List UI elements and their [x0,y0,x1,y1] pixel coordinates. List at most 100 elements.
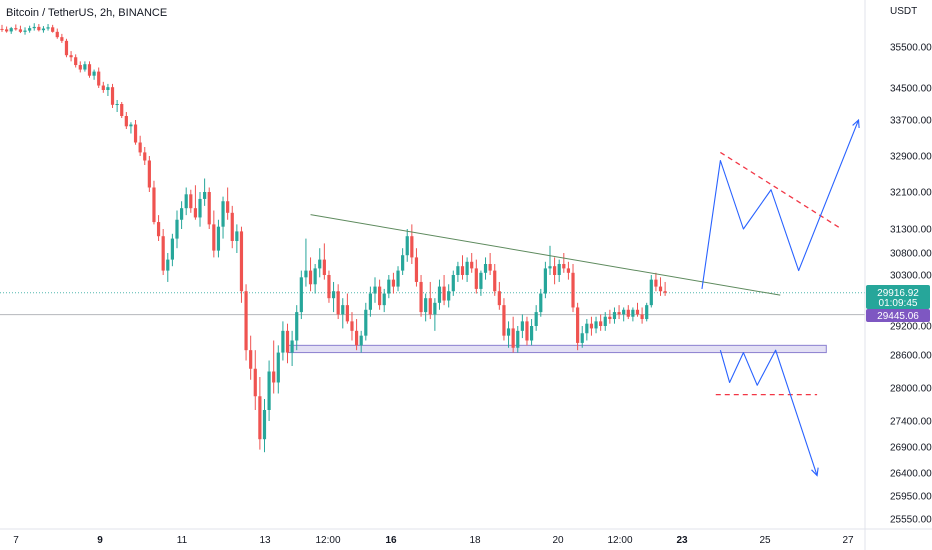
time-tick-label: 16 [385,535,397,546]
candle [474,259,478,294]
candle [262,399,267,453]
candle-body [258,396,262,440]
price-tick-label: 32900.00 [890,152,932,163]
drawing-objects-back[interactable] [287,344,827,354]
candle [649,275,653,308]
candle [506,321,511,348]
candle [378,279,382,310]
candle-body [143,152,147,161]
candle [571,264,575,313]
candle [493,264,497,296]
candle-body [313,268,317,285]
candle [143,147,147,165]
candle [364,302,368,341]
candle-body [133,124,138,143]
candle [566,261,571,280]
candle-body [493,270,497,292]
candle [585,319,589,341]
price-tick-label: 30800.00 [890,249,932,260]
candle [354,319,359,351]
candle [456,261,460,282]
candle-body [299,277,303,313]
candle [553,257,557,285]
time-tick-label: 12:00 [607,535,632,546]
price-tick-label: 29200.00 [890,322,932,333]
price-axis[interactable]: 35500.00 34500.00 33700.00 32900.00 32100.00… [890,43,932,526]
candle [244,284,248,361]
candle [0,24,4,32]
time-axis[interactable]: 7 9 11 13 12:00 16 18 20 12:00 23 25 27 [13,535,854,546]
candle-body [170,238,174,260]
candle [525,316,529,346]
candle-body [207,192,211,225]
bullish-projection-path-arrowhead[interactable] [852,118,860,129]
candle [189,189,193,213]
candle [599,314,603,331]
candle-body [166,259,170,271]
chart-title: Bitcoin / TetherUS, 2h, BINANCE [6,7,167,19]
candle-body [304,270,308,278]
candle-body [479,272,483,289]
marked-price-label: 29445.06 [877,311,919,322]
candle [410,224,414,264]
plot-area[interactable] [0,23,865,477]
candle-body [539,293,543,313]
candle-body [571,272,575,308]
candle-body [617,312,621,315]
price-tick-label: 35500.00 [890,43,932,54]
candle [55,28,59,39]
candle-body [373,286,377,294]
candle-body [267,371,271,410]
candle-body [221,201,225,227]
candle-body [525,321,529,341]
candle [166,253,170,282]
candle [276,345,280,394]
candle-body [295,312,299,341]
candle-body [396,270,400,287]
candle-body [226,201,230,213]
candle [46,24,50,31]
candle [470,253,474,273]
candle [129,122,133,134]
candle-body [364,309,368,336]
drawing-objects-front[interactable] [310,118,860,477]
time-tick-label: 18 [469,535,481,546]
candle-body [78,65,82,70]
candle-body [447,291,451,301]
candle-body [599,321,603,326]
bearish-projection-path[interactable] [719,349,818,476]
candle-body [649,279,653,306]
candle [511,316,515,353]
candle-body [474,268,478,289]
candle-body [414,257,419,282]
price-tick-label: 27400.00 [890,417,932,428]
candle-body [18,29,23,32]
descending-trendline[interactable] [310,214,781,296]
candle-body [60,37,64,41]
candle-body [9,28,13,32]
candle-body [5,29,9,32]
candle-body [405,236,409,256]
candle [308,257,313,292]
candle-body [253,368,257,397]
support-zone-rect[interactable] [287,344,827,354]
candle-body [230,212,234,241]
bearish-projection-path-arrowhead[interactable] [811,467,819,477]
last-price-badge: 29916.92 01:09:45 [866,285,930,309]
candle [465,257,469,282]
candle [341,298,345,329]
candle-body [368,293,372,310]
candle-body [74,57,78,66]
candle [594,316,598,334]
candle-body [516,330,520,348]
candle [32,23,36,31]
candle [626,305,630,320]
bullish-projection-path[interactable] [701,119,860,289]
candle [350,312,354,341]
price-tick-label: 33700.00 [890,116,932,127]
candle-body [497,291,501,306]
candle [64,38,69,58]
candle [253,350,257,410]
candle [557,259,561,282]
